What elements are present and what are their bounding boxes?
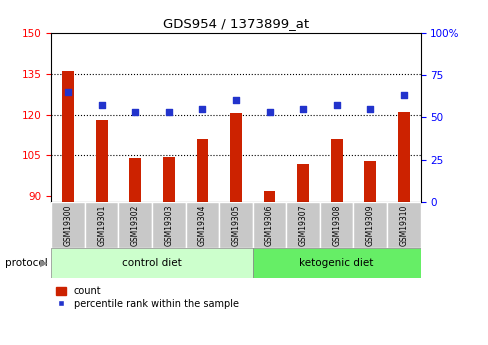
Text: ketogenic diet: ketogenic diet (299, 258, 373, 268)
Bar (51, 248, 252, 278)
Bar (219, 202, 252, 248)
Text: GSM19310: GSM19310 (398, 205, 407, 246)
Bar (353, 202, 386, 248)
Point (265, 109, 273, 115)
Bar (397, 112, 409, 202)
Text: GSM19308: GSM19308 (331, 205, 341, 246)
Bar (196, 139, 208, 202)
Point (399, 92, 407, 98)
Bar (364, 161, 375, 202)
Bar (152, 202, 185, 248)
Bar (163, 157, 174, 202)
Bar (229, 113, 242, 202)
Point (366, 106, 373, 112)
Bar (185, 202, 219, 248)
Point (299, 106, 306, 112)
Text: GSM19307: GSM19307 (298, 204, 307, 246)
Bar (319, 202, 353, 248)
Text: control diet: control diet (122, 258, 182, 268)
Text: GSM19303: GSM19303 (164, 204, 173, 246)
Text: GSM19302: GSM19302 (130, 205, 140, 246)
Point (332, 103, 340, 108)
Bar (330, 139, 342, 202)
Legend: count, percentile rank within the sample: count, percentile rank within the sample (56, 286, 238, 309)
Text: GSM19306: GSM19306 (264, 204, 273, 246)
Point (131, 109, 139, 115)
Bar (263, 191, 275, 202)
Point (164, 109, 172, 115)
Text: protocol: protocol (5, 258, 47, 268)
Bar (386, 202, 420, 248)
Bar (297, 164, 308, 202)
Text: ▶: ▶ (41, 258, 48, 268)
Point (64, 89, 72, 95)
Bar (285, 202, 319, 248)
Point (98, 103, 105, 108)
Text: GSM19309: GSM19309 (365, 204, 374, 246)
Bar (252, 248, 420, 278)
Text: GSM19304: GSM19304 (198, 204, 206, 246)
Bar (96, 120, 107, 202)
Text: GSM19305: GSM19305 (231, 204, 240, 246)
Bar (252, 202, 285, 248)
Bar (51, 202, 85, 248)
Text: GSM19301: GSM19301 (97, 205, 106, 246)
Bar (85, 202, 118, 248)
Bar (129, 158, 141, 202)
Bar (118, 202, 152, 248)
Text: GSM19300: GSM19300 (63, 204, 73, 246)
Point (232, 98, 240, 103)
Bar (62, 71, 74, 202)
Title: GDS954 / 1373899_at: GDS954 / 1373899_at (163, 17, 308, 30)
Point (198, 106, 206, 112)
